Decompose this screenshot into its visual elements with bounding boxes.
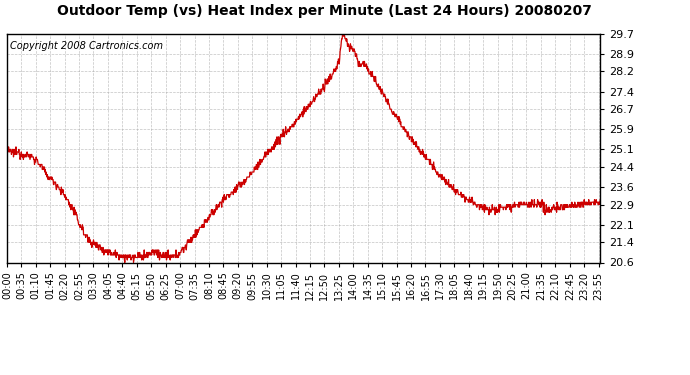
- Text: Copyright 2008 Cartronics.com: Copyright 2008 Cartronics.com: [10, 40, 163, 51]
- Text: Outdoor Temp (vs) Heat Index per Minute (Last 24 Hours) 20080207: Outdoor Temp (vs) Heat Index per Minute …: [57, 4, 592, 18]
